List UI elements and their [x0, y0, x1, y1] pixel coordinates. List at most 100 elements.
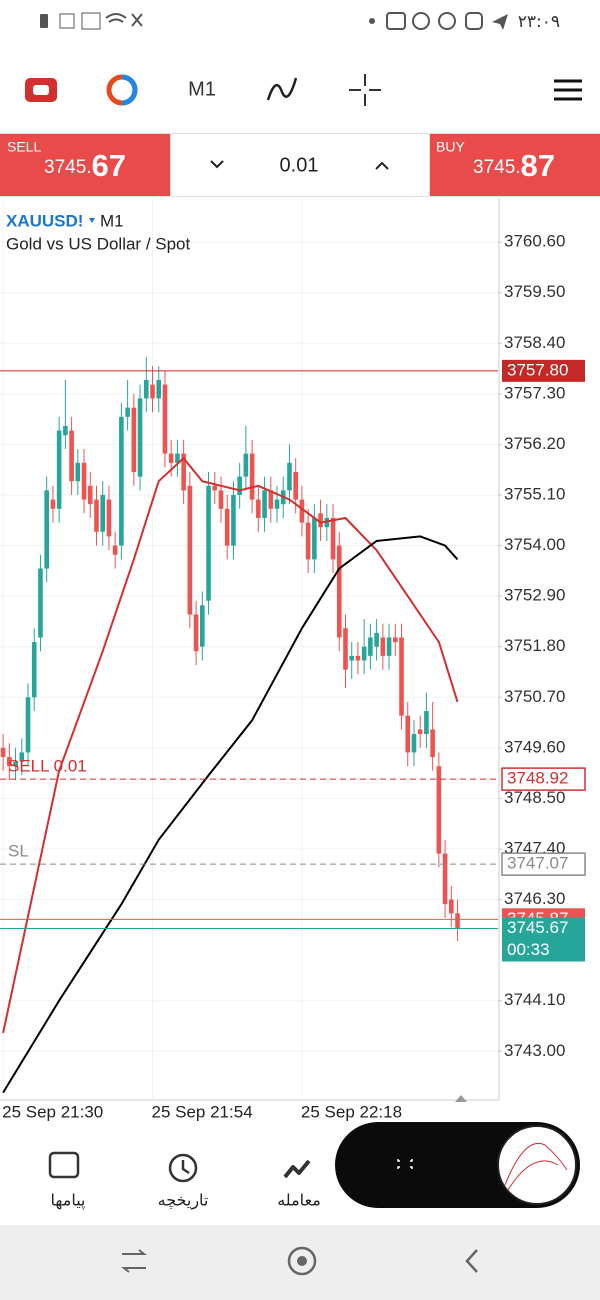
- candle-body: [81, 462, 87, 500]
- candle-body: [430, 729, 435, 758]
- price-label: 3747.07: [507, 854, 568, 873]
- candle-body: [56, 430, 62, 509]
- candle-body: [343, 628, 348, 670]
- candle-body: [106, 499, 112, 537]
- candle-body: [181, 453, 186, 491]
- candle-body: [330, 517, 336, 560]
- candle-body: [63, 426, 68, 436]
- history-hand: [181, 1160, 190, 1175]
- y-tick-label: 3759.50: [504, 282, 565, 301]
- sell-button[interactable]: [0, 134, 170, 196]
- candle-body: [69, 430, 74, 482]
- y-tick-label: 3743.00: [504, 1041, 565, 1060]
- timeframe-button[interactable]: M1: [188, 78, 216, 100]
- y-tick-label: 3760.60: [504, 232, 565, 251]
- candle-body: [112, 545, 118, 555]
- chart: 3760.60 3759.50 3758.40 3757.30 3756.20 3755.…: [0, 198, 586, 1121]
- candle-body: [218, 490, 224, 509]
- app-icon: [438, 12, 456, 30]
- y-tick-label: 3752.90: [504, 586, 565, 605]
- candle-body: [287, 462, 292, 491]
- candle-body: [19, 752, 25, 762]
- y-tick-label: 3754.00: [504, 535, 565, 554]
- candle-body: [305, 522, 311, 560]
- candle-body: [100, 494, 106, 532]
- pip-thumbnail: [497, 1125, 577, 1205]
- buy-button[interactable]: [430, 134, 600, 196]
- app-icon: [412, 12, 430, 30]
- price-label: 3757.80: [507, 360, 568, 379]
- price-timer: 00:33: [507, 940, 550, 959]
- pip-expand[interactable]: [397, 1159, 413, 1169]
- lot-increase[interactable]: [375, 161, 389, 170]
- back-button[interactable]: [465, 1249, 478, 1273]
- x-tick-label: 25 Sep 21:30: [2, 1102, 103, 1121]
- crosshair-icon[interactable]: [349, 74, 381, 106]
- system-nav: [0, 1225, 600, 1300]
- symbol-dropdown[interactable]: [89, 218, 95, 223]
- candle-body: [268, 490, 274, 509]
- candle-body: [231, 494, 236, 546]
- candle-body: [94, 499, 99, 532]
- status-bar: ۲۳:۰۹: [40, 12, 560, 32]
- lot-decrease[interactable]: [210, 160, 224, 169]
- y-tick-label: 3744.10: [504, 990, 565, 1009]
- buy-price-tail: 87: [521, 148, 555, 183]
- candle-body: [237, 476, 242, 495]
- candle-body: [162, 384, 168, 454]
- candle-body: [200, 605, 205, 647]
- volte-icon: [81, 12, 101, 30]
- candle-body: [374, 632, 379, 647]
- nav-label[interactable]: معامله: [277, 1191, 321, 1210]
- dot-icon: [369, 18, 375, 24]
- candle-body: [212, 485, 218, 491]
- candle-body: [187, 485, 193, 615]
- chart-header: XAUUSD! M1 Gold vs US Dollar / Spot: [6, 211, 191, 253]
- battery-icon: [40, 14, 48, 28]
- candle-body: [336, 545, 342, 638]
- candle-body: [131, 407, 137, 473]
- candle-body: [293, 472, 298, 500]
- messages-icon[interactable]: [48, 1151, 80, 1179]
- candle-body: [405, 715, 411, 753]
- x-tick-label: 25 Sep 21:54: [152, 1102, 253, 1121]
- history-icon[interactable]: [168, 1153, 198, 1183]
- lot-value[interactable]: 0.01: [280, 154, 319, 176]
- signal-icon: [59, 13, 75, 29]
- candle-body: [318, 513, 323, 528]
- wifi-icon: [105, 13, 127, 23]
- candle-body: [25, 697, 31, 753]
- candle-body: [75, 462, 81, 482]
- home-button[interactable]: [287, 1246, 317, 1276]
- symbol[interactable]: XAUUSD!: [6, 211, 83, 230]
- nav-label[interactable]: تاریخچه: [158, 1191, 209, 1211]
- toolbar: M1: [25, 74, 582, 106]
- switch-button[interactable]: [121, 1249, 147, 1273]
- objects-icon[interactable]: [266, 77, 298, 101]
- candle-body: [417, 729, 423, 735]
- menu-icon[interactable]: [554, 79, 582, 101]
- candle-body: [424, 711, 429, 735]
- y-tick-label: 3757.30: [504, 383, 565, 402]
- candle-body: [125, 407, 130, 417]
- x-tick-label: 25 Sep 22:18: [301, 1102, 402, 1121]
- sell-price: 3745.67: [44, 148, 126, 183]
- candle-body: [449, 899, 454, 914]
- buy-price: 3745.87: [473, 148, 555, 183]
- trade-icon[interactable]: [283, 1159, 311, 1179]
- candle-body: [44, 490, 49, 569]
- candle-body: [119, 416, 124, 546]
- candle-body: [274, 499, 280, 509]
- candle-body: [143, 380, 149, 399]
- buy-price-head: 3745.: [473, 157, 521, 178]
- indicator-icon-half: [121, 74, 138, 106]
- price-line-name: SELL 0.01: [8, 757, 87, 776]
- moving-average: [2, 456, 459, 1034]
- price-label-box: [501, 767, 586, 791]
- sell-price-head: 3745.: [44, 157, 92, 178]
- candle-body: [249, 453, 255, 500]
- nav-label[interactable]: پیامها: [51, 1191, 86, 1211]
- candle-body: [175, 453, 180, 463]
